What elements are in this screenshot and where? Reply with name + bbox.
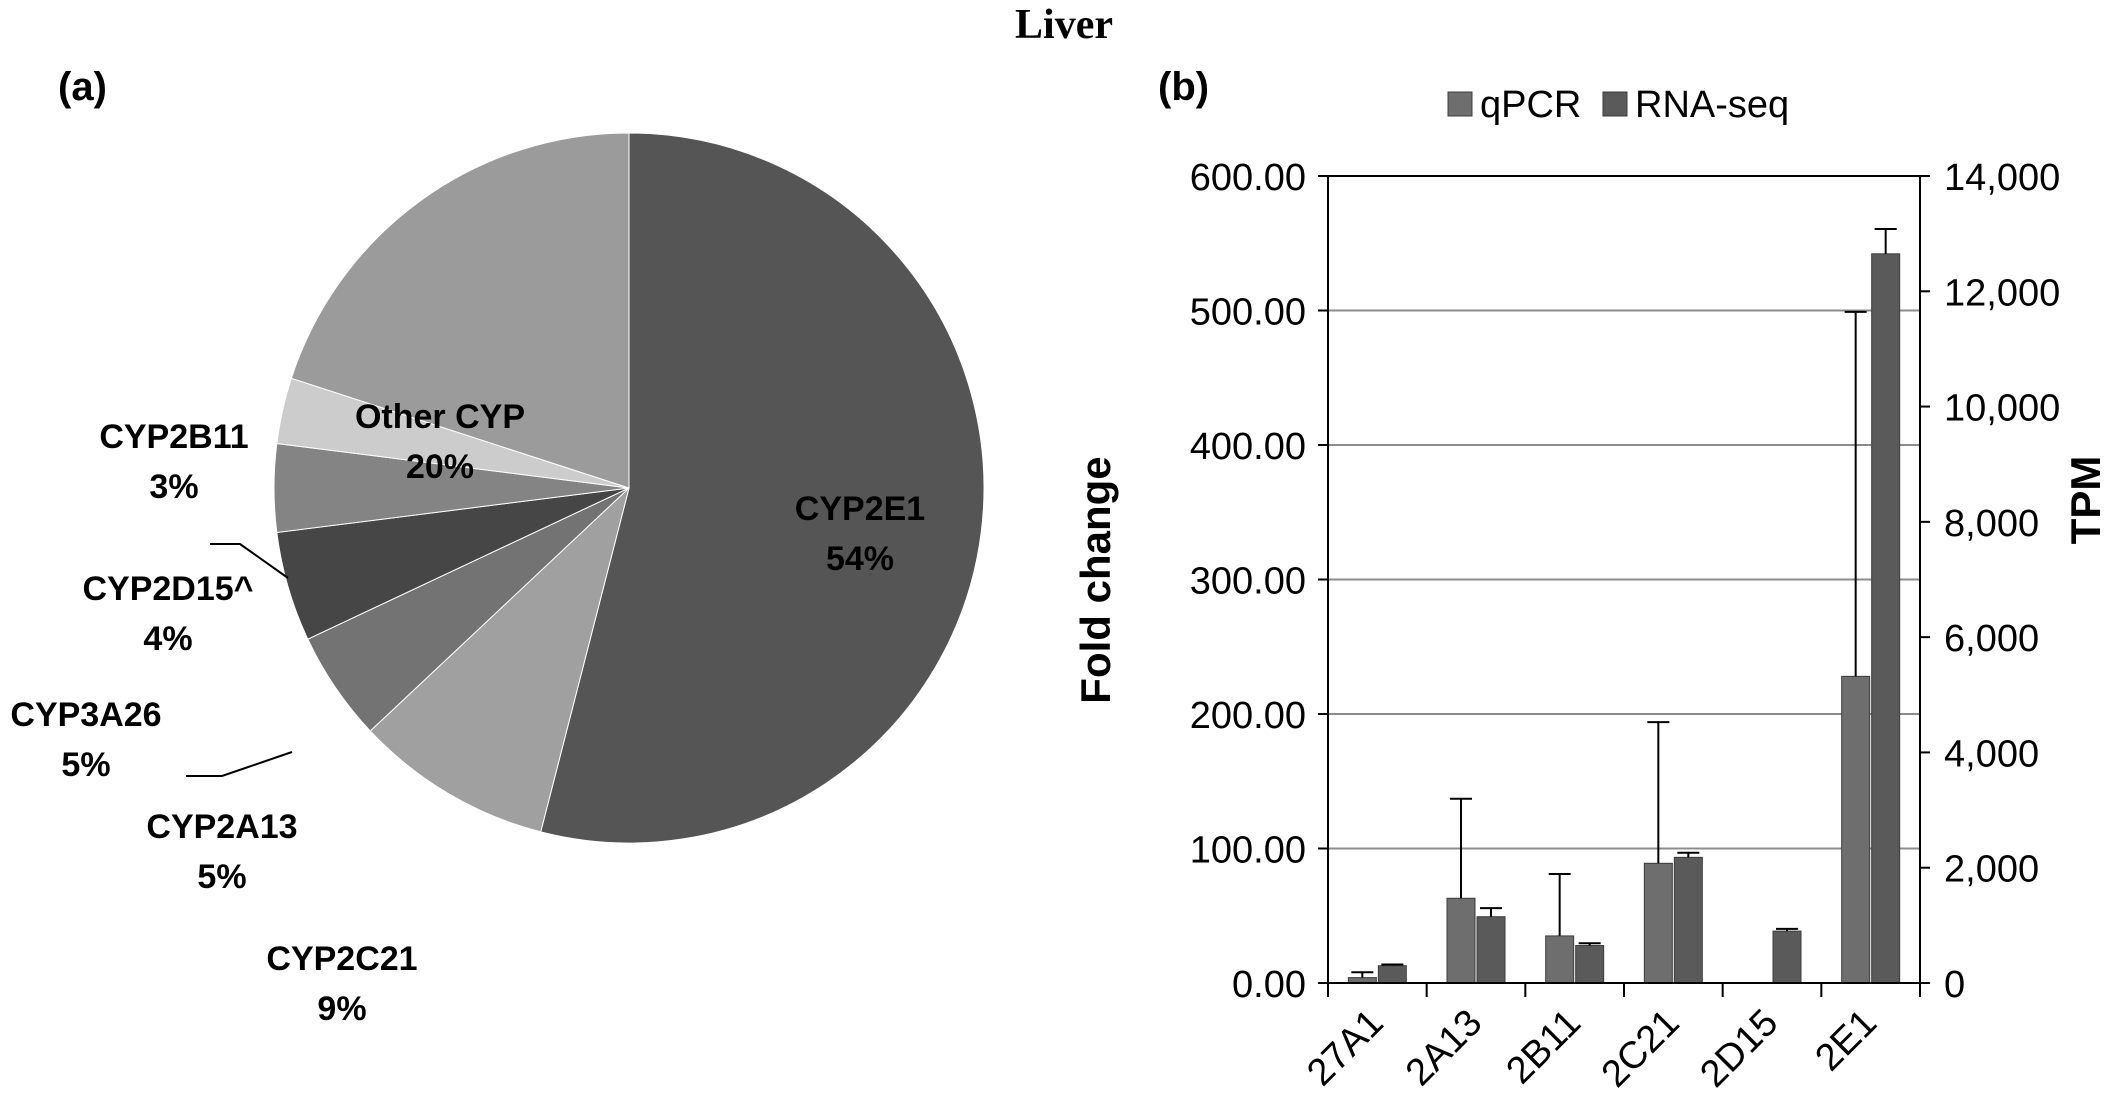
pie-label-cyp2e1: CYP2E1 [795,490,925,528]
bar-qpcr-2e1 [1841,675,1871,984]
pie-label-cyp2c21: CYP2C21 [266,940,417,978]
legend-swatch-qpcr [1447,91,1473,117]
x-tick-label-2b11: 2B11 [1499,1002,1589,1092]
y2-tick-label: 4,000 [1944,733,2039,775]
y-tick-label: 100.00 [1190,830,1306,872]
x-tick-label-2d15: 2D15 [1692,1002,1786,1096]
bar-chart: 0.00 100.00 200.00 300.00 400.00 500.00 600.00… [1072,84,2109,1096]
y-tick-label: 500.00 [1190,292,1306,334]
figure-title: Liver [1015,2,1113,48]
pie-pct-cyp2d15: 4% [143,620,192,658]
axes: 0.00 100.00 200.00 300.00 400.00 500.00 600.00… [1072,157,2109,1096]
pie-slice-cyp2c21 [369,486,630,833]
bar-rna-seq-2e1 [1871,253,1901,984]
pie-pct-cyp2e1: 54% [826,540,894,578]
y2-tick-label: 12,000 [1944,272,2060,314]
y-tick-label: 300.00 [1190,561,1306,603]
y2-tick-label: 2,000 [1944,849,2039,891]
y2-tick-label: 6,000 [1944,618,2039,660]
pie-pct-cyp3a26: 5% [61,746,110,784]
y2-tick-label: 0 [1944,964,1965,1006]
pie-slice-other-cyp [290,132,630,489]
y2-axis-label: TPM [2062,456,2109,545]
bar-qpcr-2c21 [1643,862,1673,984]
pie-pct-cyp2c21: 9% [317,990,366,1028]
bar-marks [1347,228,1901,984]
pie-chart [273,132,985,844]
bar-rna-seq-27a1 [1377,965,1407,984]
bar-rna-seq-2b11 [1575,945,1605,984]
pie-label-cyp2b11: CYP2B11 [99,418,248,456]
pie-label-cyp2a13: CYP2A13 [146,808,297,846]
bar-rna-seq-2a13 [1476,916,1506,984]
pie-pct-cyp2b11: 3% [149,468,198,506]
legend-label-qpcr: qPCR [1480,84,1581,126]
legend-swatch-rna-seq [1602,91,1628,117]
legend: qPCR RNA-seq [1447,84,1789,126]
pie-label-cyp3a26: CYP3A26 [10,696,161,734]
y2-tick-label: 14,000 [1944,157,2060,199]
panel-b-label: (b) [1158,65,1209,109]
panel-a-label: (a) [58,65,107,109]
y2-tick-label: 10,000 [1944,388,2060,430]
y-tick-label: 600.00 [1190,157,1306,199]
bar-qpcr-2b11 [1545,935,1575,984]
y-tick-label: 400.00 [1190,426,1306,468]
pie-label-cyp2d15: CYP2D15^ [82,570,253,608]
bar-rna-seq-2d15 [1772,930,1802,984]
x-tick-label-2a13: 2A13 [1398,1002,1490,1094]
legend-label-rna-seq: RNA-seq [1635,84,1789,126]
y2-tick-label: 8,000 [1944,503,2039,545]
pie-pct-other-cyp: 20% [406,448,474,486]
pie-pct-cyp2a13: 5% [197,858,246,896]
x-tick-label-27a1: 27A1 [1299,1002,1391,1094]
bar-qpcr-2a13 [1446,897,1476,984]
y-tick-label: 200.00 [1190,695,1306,737]
x-tick-label-2c21: 2C21 [1594,1002,1688,1096]
leader-line-cyp2b11 [210,543,289,579]
gridlines [1328,175,1920,850]
pie-slice-cyp2e1 [540,132,985,844]
pie-labels: CYP2E1 54% CYP2C21 9% CYP2A13 5% CYP3A26 5% CYP2… [10,398,925,1028]
pie-label-other-cyp: Other CYP [355,398,525,436]
leader-line-cyp3a26 [186,751,293,777]
x-tick-label-2e1: 2E1 [1808,1002,1886,1080]
bar-rna-seq-2c21 [1673,856,1703,984]
y-axis-label: Fold change [1072,456,1119,703]
y-tick-label: 0.00 [1232,964,1306,1006]
